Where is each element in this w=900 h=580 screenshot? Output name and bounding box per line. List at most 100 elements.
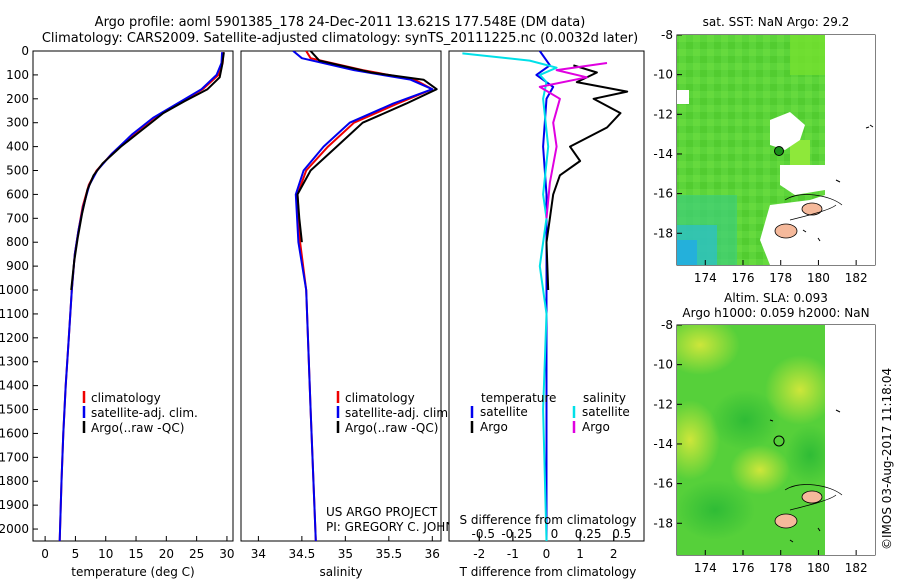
sla-map-title-line1: Altim. SLA: 0.093	[724, 291, 828, 305]
y-tick-label: 1600	[0, 426, 29, 440]
x-tick-label: 30	[219, 547, 234, 561]
y-tick-label: 2000	[0, 522, 29, 536]
map-y-tick-label: -16	[653, 187, 673, 201]
legend-label-argo: Argo(..raw -QC)	[345, 421, 438, 435]
pi-annotation: PI: GREGORY C. JOHNSON	[326, 520, 480, 534]
map-y-tick-label: -8	[661, 318, 673, 332]
legend-label-s-satellite: satellite	[582, 405, 630, 419]
map-x-tick-label: 176	[732, 271, 755, 285]
fiji-island	[774, 223, 798, 239]
argo-position-marker	[773, 435, 785, 447]
y-tick-label: 1800	[0, 474, 29, 488]
map-x-tick-label: 174	[694, 271, 717, 285]
y-tick-label: 1500	[0, 403, 29, 417]
x-tick-label: 5	[72, 547, 80, 561]
salinity-xlabel: salinity	[319, 565, 362, 579]
map-x-tick-label: 176	[732, 561, 755, 575]
y-tick-label: 100	[6, 68, 29, 82]
sst-map-panel: sat. SST: NaN Argo: 29.2 174 176 178 180 182…	[653, 15, 876, 285]
sla-map-title-line2: Argo h1000: 0.059 h2000: NaN	[682, 306, 869, 320]
legend-label-satellite: satellite-adj. clim.	[345, 406, 452, 420]
figure-title-line2: Climatology: CARS2009. Satellite-adjuste…	[42, 31, 638, 46]
legend-label-t-argo: Argo	[480, 420, 508, 434]
legend-label-satellite: satellite-adj. clim.	[91, 406, 198, 420]
legend-label-argo: Argo(..raw -QC)	[91, 421, 184, 435]
s-tick-label: -0.25	[501, 527, 532, 541]
x-tick-label: 36	[425, 547, 440, 561]
s-tick-label: 0	[551, 527, 559, 541]
x-tick-label: 0	[41, 547, 49, 561]
salinity-axes-frame	[240, 50, 442, 542]
vanua-levu-island	[801, 490, 823, 504]
sst-map-title: sat. SST: NaN Argo: 29.2	[703, 15, 850, 29]
map-y-tick-label: -12	[653, 397, 673, 411]
x-tick-label: 0	[543, 547, 551, 561]
y-tick-label: 1300	[0, 355, 29, 369]
t-difference-xlabel: T difference from climatology	[459, 565, 637, 579]
x-tick-label: 1	[576, 547, 584, 561]
map-y-tick-label: -14	[653, 437, 673, 451]
map-x-tick-label: 182	[845, 271, 868, 285]
x-tick-label: 35	[338, 547, 353, 561]
vanua-levu-island	[801, 202, 823, 216]
map-y-tick-label: -12	[653, 107, 673, 121]
y-tick-label: 0	[21, 44, 29, 58]
y-tick-label: 500	[6, 164, 29, 178]
s-tick-label: -0.5	[472, 527, 495, 541]
sst-field	[677, 35, 875, 265]
project-annotation: US ARGO PROJECT	[326, 505, 438, 519]
y-tick-label: 300	[6, 116, 29, 130]
y-tick-label: 400	[6, 140, 29, 154]
series-line	[70, 52, 225, 291]
map-x-tick-label: 178	[769, 561, 792, 575]
series-line	[462, 52, 558, 541]
temperature-legend: climatology satellite-adj. clim. Argo(..…	[82, 391, 198, 435]
map-x-tick-label: 174	[694, 561, 717, 575]
map-y-tick-label: -16	[653, 477, 673, 491]
argo-position-marker	[774, 146, 784, 156]
temperature-panel: 0100200300400500600700800900100011001200…	[0, 44, 235, 579]
imos-timestamp: ©IMOS 03-Aug-2017 11:18:04	[880, 367, 894, 550]
y-tick-label: 900	[6, 259, 29, 273]
legend-title-salinity: salinity	[583, 391, 626, 405]
salinity-panel: 34 34.5 35 35.5 36 salinity climatology sate…	[240, 50, 480, 579]
x-tick-label: 15	[128, 547, 143, 561]
map-y-tick-label: -18	[653, 516, 673, 530]
difference-panel: -2 -1 0 1 2 -0.5 -0.25 0 0.25 0.5 S difference f…	[448, 50, 645, 579]
y-tick-label: 1900	[0, 498, 29, 512]
y-tick-label: 1100	[0, 307, 29, 321]
sla-map-panel: Altim. SLA: 0.093 Argo h1000: 0.059 h200…	[653, 291, 876, 575]
map-x-tick-label: 180	[807, 271, 830, 285]
map-x-tick-label: 178	[769, 271, 792, 285]
map-y-tick-label: -8	[661, 28, 673, 42]
salinity-legend: climatology satellite-adj. clim. Argo(..…	[336, 391, 452, 435]
map-y-tick-label: -18	[653, 226, 673, 240]
map-x-tick-label: 180	[807, 561, 830, 575]
sla-field	[677, 325, 875, 555]
x-tick-label: 25	[189, 547, 204, 561]
y-tick-label: 1700	[0, 450, 29, 464]
map-y-tick-label: -10	[653, 68, 673, 82]
s-difference-xlabel: S difference from climatology	[460, 513, 637, 527]
x-tick-label: 10	[98, 547, 113, 561]
y-tick-label: 200	[6, 92, 29, 106]
x-tick-label: 34.5	[289, 547, 316, 561]
x-tick-label: 34	[251, 547, 266, 561]
y-tick-label: 1200	[0, 331, 29, 345]
legend-title-temperature: temperature	[481, 391, 556, 405]
temperature-xlabel: temperature (deg C)	[71, 565, 194, 579]
x-tick-label: 35.5	[375, 547, 402, 561]
difference-legend: temperature salinity satellite Argo sate…	[470, 391, 630, 434]
x-tick-label: 20	[159, 547, 174, 561]
series-line	[545, 64, 629, 291]
legend-label-climatology: climatology	[345, 391, 415, 405]
map-y-tick-label: -14	[653, 147, 673, 161]
series-line	[296, 51, 438, 243]
y-tick-label: 800	[6, 235, 29, 249]
x-tick-label: -2	[473, 547, 485, 561]
legend-label-t-satellite: satellite	[480, 405, 528, 419]
s-tick-label: 0.5	[612, 527, 631, 541]
y-tick-label: 700	[6, 211, 29, 225]
x-tick-label: 2	[610, 547, 618, 561]
